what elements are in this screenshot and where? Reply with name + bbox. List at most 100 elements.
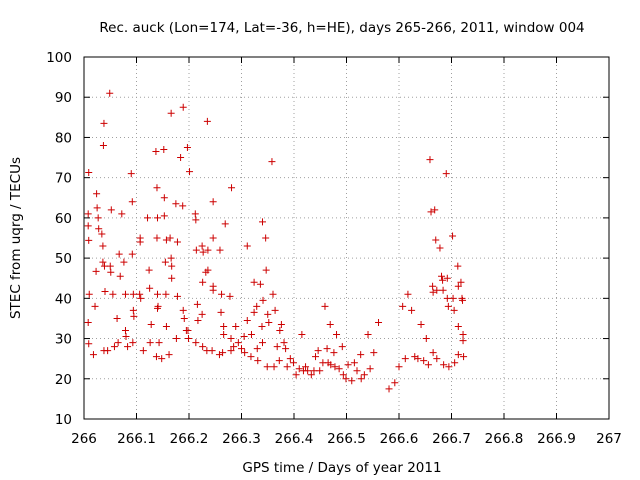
x-tick-label: 266.5 [327, 431, 366, 447]
x-tick-label: 266.3 [222, 431, 261, 447]
data-point [331, 363, 339, 371]
data-point [209, 234, 217, 242]
data-point [289, 359, 297, 367]
data-point [449, 232, 457, 240]
y-tick-label: 70 [55, 171, 72, 187]
data-point [240, 333, 248, 341]
x-axis-title: GPS time / Days of year 2011 [242, 460, 441, 476]
data-point [404, 290, 412, 298]
data-point [153, 234, 161, 242]
x-tick-label: 266 [71, 431, 97, 447]
data-point [454, 262, 462, 270]
data-point [122, 333, 130, 341]
data-point [429, 349, 437, 357]
data-point [121, 290, 129, 298]
data-point [426, 156, 434, 164]
data-point [460, 353, 468, 361]
data-point [107, 206, 115, 214]
data-point [85, 340, 93, 348]
data-points [84, 89, 468, 393]
data-point [276, 327, 284, 335]
data-point [216, 246, 224, 254]
data-point [427, 208, 435, 216]
data-point [241, 349, 249, 357]
data-point [89, 351, 97, 359]
data-point [109, 290, 117, 298]
data-point [283, 363, 291, 371]
data-point [220, 322, 228, 330]
y-tick-label: 90 [55, 90, 72, 106]
y-axis-title: STEC from uqrg / TECUs [8, 157, 24, 319]
data-point [114, 339, 122, 347]
data-point [443, 274, 451, 282]
data-point [417, 320, 425, 328]
data-point [167, 254, 175, 262]
data-point [335, 365, 343, 373]
data-point [84, 210, 92, 218]
data-point [436, 244, 444, 252]
data-point [192, 339, 200, 347]
data-point [172, 335, 180, 343]
data-point [228, 184, 236, 192]
data-point [179, 103, 187, 111]
y-tick-label: 60 [55, 211, 72, 227]
data-point [92, 267, 100, 275]
data-point [104, 347, 112, 355]
data-point [106, 89, 114, 97]
data-point [338, 343, 346, 351]
data-point [179, 306, 187, 314]
data-point [243, 316, 251, 324]
data-point [144, 214, 152, 222]
x-tick-label: 266.2 [170, 431, 209, 447]
data-point [304, 367, 312, 375]
data-point [219, 349, 227, 357]
data-point [199, 278, 207, 286]
data-point [330, 349, 338, 357]
data-point [262, 266, 270, 274]
data-point [137, 294, 145, 302]
data-point [258, 322, 266, 330]
x-tick-label: 266.6 [380, 431, 419, 447]
data-point [316, 367, 324, 375]
data-point [450, 306, 458, 314]
data-point [342, 375, 350, 383]
data-point [113, 314, 121, 322]
data-point [110, 343, 118, 351]
data-point [253, 345, 261, 353]
y-tick-label: 10 [55, 412, 72, 428]
data-point [193, 300, 201, 308]
data-point [234, 339, 242, 347]
data-point [124, 343, 132, 351]
data-point [431, 206, 439, 214]
data-point [298, 331, 306, 339]
x-tick-label: 267 [596, 431, 622, 447]
x-tick-label: 266.1 [117, 431, 156, 447]
data-point [344, 361, 352, 369]
data-point [227, 347, 235, 355]
y-tick-label: 30 [55, 332, 72, 348]
data-point [230, 343, 238, 351]
data-point [326, 320, 334, 328]
data-point [107, 268, 115, 276]
data-point [118, 210, 126, 218]
data-point [217, 308, 225, 316]
y-tick-label: 40 [55, 291, 72, 307]
data-point [442, 170, 450, 178]
data-point [314, 347, 322, 355]
data-point [232, 322, 240, 330]
data-point [116, 272, 124, 280]
data-point [227, 335, 235, 343]
data-point [99, 242, 107, 250]
data-point [168, 262, 176, 270]
data-point [433, 355, 441, 363]
data-point [183, 144, 191, 151]
data-point [451, 359, 459, 367]
data-point [208, 347, 216, 355]
data-point [199, 343, 207, 351]
data-point [94, 214, 102, 222]
grid [84, 57, 609, 419]
data-point [262, 234, 270, 242]
data-point [179, 202, 187, 210]
data-point [198, 242, 206, 250]
data-point [184, 327, 192, 335]
